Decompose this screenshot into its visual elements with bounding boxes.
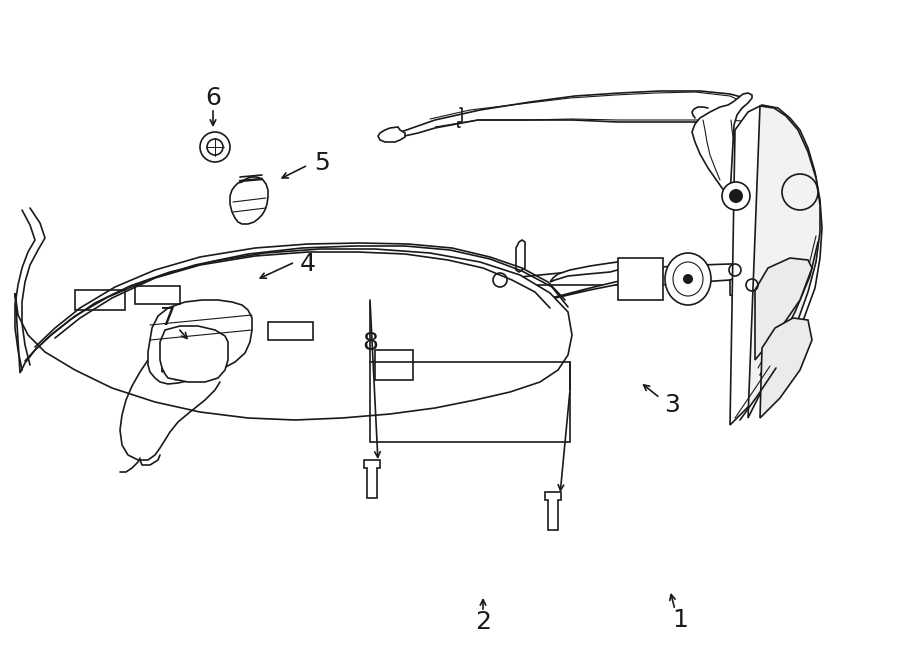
Bar — [135, 286, 180, 304]
Polygon shape — [364, 460, 380, 498]
Polygon shape — [550, 261, 628, 282]
Text: 2: 2 — [475, 610, 491, 634]
Polygon shape — [15, 249, 572, 420]
Polygon shape — [755, 258, 812, 360]
Polygon shape — [760, 318, 812, 418]
Polygon shape — [490, 263, 762, 295]
Ellipse shape — [665, 253, 711, 305]
Polygon shape — [730, 268, 762, 300]
Polygon shape — [465, 295, 505, 358]
Circle shape — [683, 274, 693, 284]
Text: 3: 3 — [664, 393, 680, 417]
Polygon shape — [398, 91, 745, 137]
Polygon shape — [545, 492, 561, 530]
Text: 4: 4 — [300, 252, 316, 276]
Bar — [370, 362, 570, 442]
Bar — [268, 322, 313, 340]
Polygon shape — [230, 177, 268, 224]
Polygon shape — [175, 356, 212, 380]
Polygon shape — [468, 278, 638, 340]
Polygon shape — [748, 106, 820, 418]
Polygon shape — [160, 326, 228, 382]
Circle shape — [200, 132, 230, 162]
Polygon shape — [730, 105, 822, 425]
Text: 1: 1 — [672, 608, 688, 632]
Circle shape — [729, 189, 743, 203]
Ellipse shape — [673, 262, 703, 296]
Polygon shape — [692, 93, 752, 196]
Circle shape — [722, 182, 750, 210]
Text: 8: 8 — [362, 331, 378, 355]
Text: 7: 7 — [160, 306, 176, 330]
Bar — [618, 258, 663, 300]
Text: 5: 5 — [314, 151, 330, 175]
Bar — [375, 350, 413, 380]
Polygon shape — [378, 127, 405, 142]
Polygon shape — [516, 240, 525, 272]
Text: 6: 6 — [205, 86, 221, 110]
Polygon shape — [748, 248, 756, 272]
Polygon shape — [162, 352, 198, 372]
Polygon shape — [148, 300, 252, 384]
Bar — [75, 290, 125, 310]
